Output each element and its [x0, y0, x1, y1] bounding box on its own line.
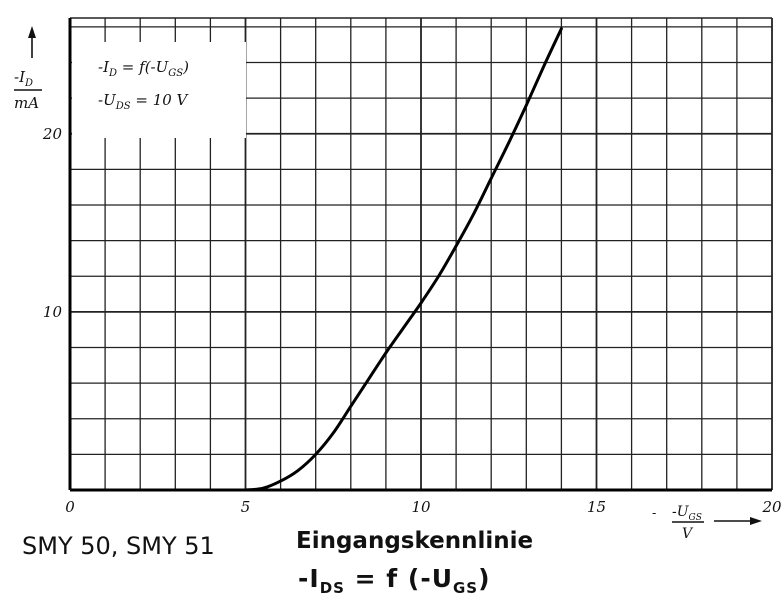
y-axis-label: -ID mA: [14, 26, 42, 112]
tick-labels: 0 5 10 15 20 10 20: [42, 125, 781, 516]
y-axis-label-quantity: -ID: [14, 68, 33, 89]
device-caption: SMY 50, SMY 51: [22, 532, 215, 560]
y-tick-label: 20: [42, 125, 63, 143]
legend-line-2: -UDS = 10 V: [98, 91, 190, 112]
axes: [68, 18, 772, 492]
x-tick-label: 5: [241, 498, 251, 516]
grid: [70, 17, 773, 490]
x-tick-label: 20: [761, 498, 781, 516]
x-tick-label: 15: [587, 498, 606, 516]
formula-left-sub: DS: [319, 579, 345, 597]
formula-left: -I: [298, 564, 320, 593]
x-axis-label-dash: -: [652, 506, 656, 520]
y-tick-label: 10: [43, 303, 63, 321]
chart-caption-title: Eingangskennlinie: [296, 528, 534, 554]
x-axis-arrow-head: [750, 517, 762, 525]
x-axis-label: -UGS V -: [652, 504, 762, 542]
x-tick-label: 10: [411, 498, 431, 516]
x-tick-label: 0: [65, 498, 75, 516]
x-axis-label-quantity: -UGS: [672, 504, 702, 523]
chart-caption-formula: -IDS = f (-UGS): [298, 564, 491, 597]
y-axis-label-unit: mA: [14, 94, 39, 112]
data-series-curve: [244, 27, 563, 492]
legend-line-1: -ID = f(-UGS): [98, 58, 189, 79]
legend: -ID = f(-UGS) -UDS = 10 V: [72, 42, 246, 138]
y-axis-arrow-head: [28, 26, 36, 38]
formula-right-sub: GS: [453, 579, 479, 597]
formula-end: ): [478, 564, 491, 593]
legend-box: [72, 42, 246, 138]
formula-mid: = f (-U: [344, 564, 453, 593]
x-axis-label-unit: V: [682, 526, 694, 542]
